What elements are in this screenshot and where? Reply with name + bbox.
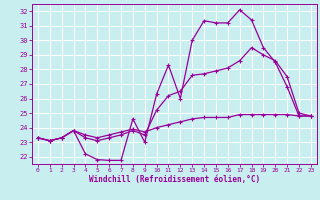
X-axis label: Windchill (Refroidissement éolien,°C): Windchill (Refroidissement éolien,°C) (89, 175, 260, 184)
